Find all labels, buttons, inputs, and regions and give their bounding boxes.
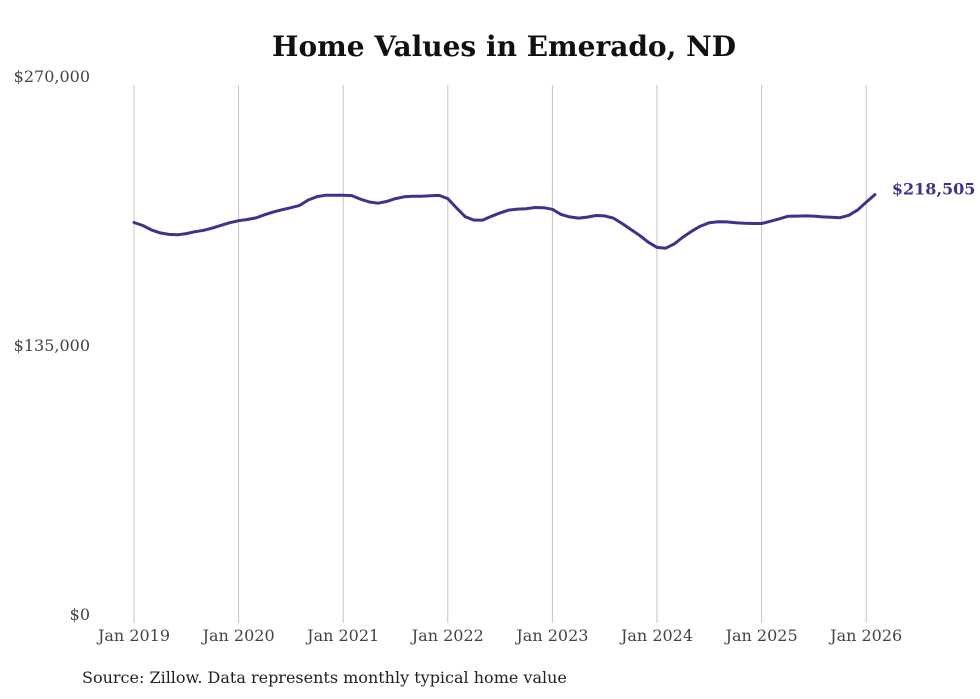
x-tick-label: Jan 2019: [96, 626, 170, 645]
x-tick-label: Jan 2020: [201, 626, 275, 645]
end-value-label: $218,505: [892, 180, 976, 199]
x-tick-label: Jan 2026: [828, 626, 902, 645]
x-tick-label: Jan 2022: [410, 626, 484, 645]
y-tick-label: $135,000: [14, 336, 90, 355]
x-tick-label: Jan 2023: [514, 626, 588, 645]
x-tick-label: Jan 2024: [619, 626, 693, 645]
y-tick-label: $270,000: [14, 67, 90, 86]
source-note: Source: Zillow. Data represents monthly …: [82, 668, 567, 687]
x-axis: Jan 2019 Jan 2020 Jan 2021 Jan 2022 Jan 2023…: [96, 626, 902, 645]
data-label-layer: $218,505: [892, 180, 976, 199]
gridlines: [133, 85, 867, 623]
chart-title: Home Values in Emerado, ND: [272, 30, 736, 63]
series-line: [132, 193, 877, 250]
y-tick-label: $0: [70, 605, 90, 624]
y-axis: $0 $135,000 $270,000: [14, 67, 90, 624]
x-tick-label: Jan 2021: [305, 626, 379, 645]
series-layer: [132, 193, 877, 250]
x-tick-label: Jan 2025: [724, 626, 798, 645]
